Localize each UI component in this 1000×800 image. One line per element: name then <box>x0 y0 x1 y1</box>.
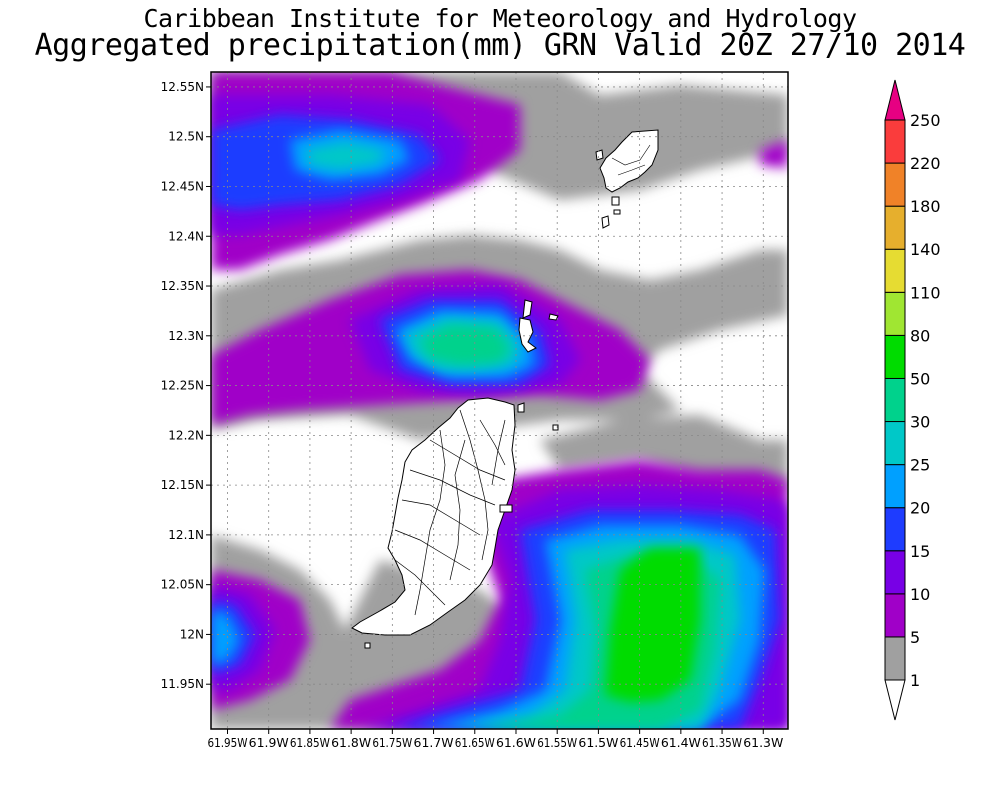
colorbar-label: 5 <box>910 628 920 647</box>
lon-tick-label: 61.85W <box>290 736 330 750</box>
latitude-axis: 12.55N 12.5N 12.45N 12.4N 12.35N 12.3N 12.25N 1… <box>161 80 211 691</box>
colorbar-bin <box>884 248 906 293</box>
colorbar-bin <box>884 636 906 681</box>
title-line-1: Caribbean Institute for Meteorology and … <box>143 4 857 33</box>
lon-tick-label: 61.3W <box>743 736 783 750</box>
colorbar-bin <box>884 291 906 336</box>
colorbar-label: 50 <box>910 369 930 388</box>
colorbar-bin <box>884 421 906 466</box>
colorbar-label: 180 <box>910 197 941 216</box>
colorbar-bin <box>884 79 906 121</box>
plot-frame <box>210 71 789 730</box>
lon-tick-label: 61.7W <box>414 736 454 750</box>
lat-tick-label: 12.5N <box>168 130 204 144</box>
lat-tick-label: 12N <box>180 627 204 641</box>
lat-tick-label: 12.25N <box>161 379 204 393</box>
title-line-2: Aggregated precipitation(mm) GRN Valid 2… <box>34 28 966 63</box>
lon-tick-label: 61.35W <box>702 736 742 750</box>
lon-tick-label: 61.95W <box>207 736 247 750</box>
colorbar-label: 110 <box>910 283 941 302</box>
island-internal-lines <box>611 144 651 176</box>
lon-tick-label: 61.5W <box>578 736 618 750</box>
lon-tick-label: 61.65W <box>455 736 495 750</box>
colorbar-bin <box>884 334 906 379</box>
longitude-axis: 61.95W 61.9W 61.85W 61.8W 61.75W 61.7W 61.65W 6… <box>207 729 783 750</box>
graticule <box>211 72 788 729</box>
lat-tick-label: 12.35N <box>161 279 204 293</box>
lat-tick-label: 12.55N <box>161 80 204 94</box>
colorbar-bin <box>884 464 906 509</box>
colorbar-label: 250 <box>910 111 941 130</box>
lat-tick-label: 11.95N <box>161 677 204 691</box>
lon-tick-label: 61.75W <box>372 736 412 750</box>
colorbar-bin <box>884 377 906 423</box>
colorbar-bin <box>884 679 906 721</box>
colorbar-label: 25 <box>910 456 930 475</box>
colorbar-label: 30 <box>910 413 930 432</box>
grenadine-islands <box>364 129 659 649</box>
colorbar-label: 15 <box>910 542 930 561</box>
lon-tick-label: 61.55W <box>537 736 577 750</box>
colorbar-bin <box>884 205 906 250</box>
colorbar-bin <box>884 162 906 207</box>
lon-tick-label: 61.9W <box>249 736 289 750</box>
lat-tick-label: 12.05N <box>161 578 204 592</box>
parish-boundaries <box>394 409 506 616</box>
colorbar-bin <box>884 119 906 164</box>
colorbar-bin <box>884 593 906 638</box>
colorbar-bin <box>884 507 906 552</box>
lon-tick-label: 61.4W <box>661 736 701 750</box>
lon-tick-label: 61.45W <box>620 736 660 750</box>
lat-tick-label: 12.45N <box>161 179 204 193</box>
colorbar-label: 20 <box>910 499 930 518</box>
colorbar-bin <box>884 550 906 595</box>
colorbar-label: 220 <box>910 154 941 173</box>
lat-tick-label: 12.4N <box>168 229 204 243</box>
colorbar-label: 80 <box>910 326 930 345</box>
colorbar-label: 1 <box>910 671 920 690</box>
lat-tick-label: 12.2N <box>168 428 204 442</box>
lat-tick-label: 12.3N <box>168 329 204 343</box>
lat-tick-label: 12.1N <box>168 528 204 542</box>
lon-tick-label: 61.8W <box>331 736 371 750</box>
precip-band-50-80 <box>605 548 700 702</box>
lon-tick-label: 61.6W <box>496 736 536 750</box>
colorbar-label: 10 <box>910 585 930 604</box>
lat-tick-label: 12.15N <box>161 478 204 492</box>
colorbar-label: 140 <box>910 240 941 259</box>
